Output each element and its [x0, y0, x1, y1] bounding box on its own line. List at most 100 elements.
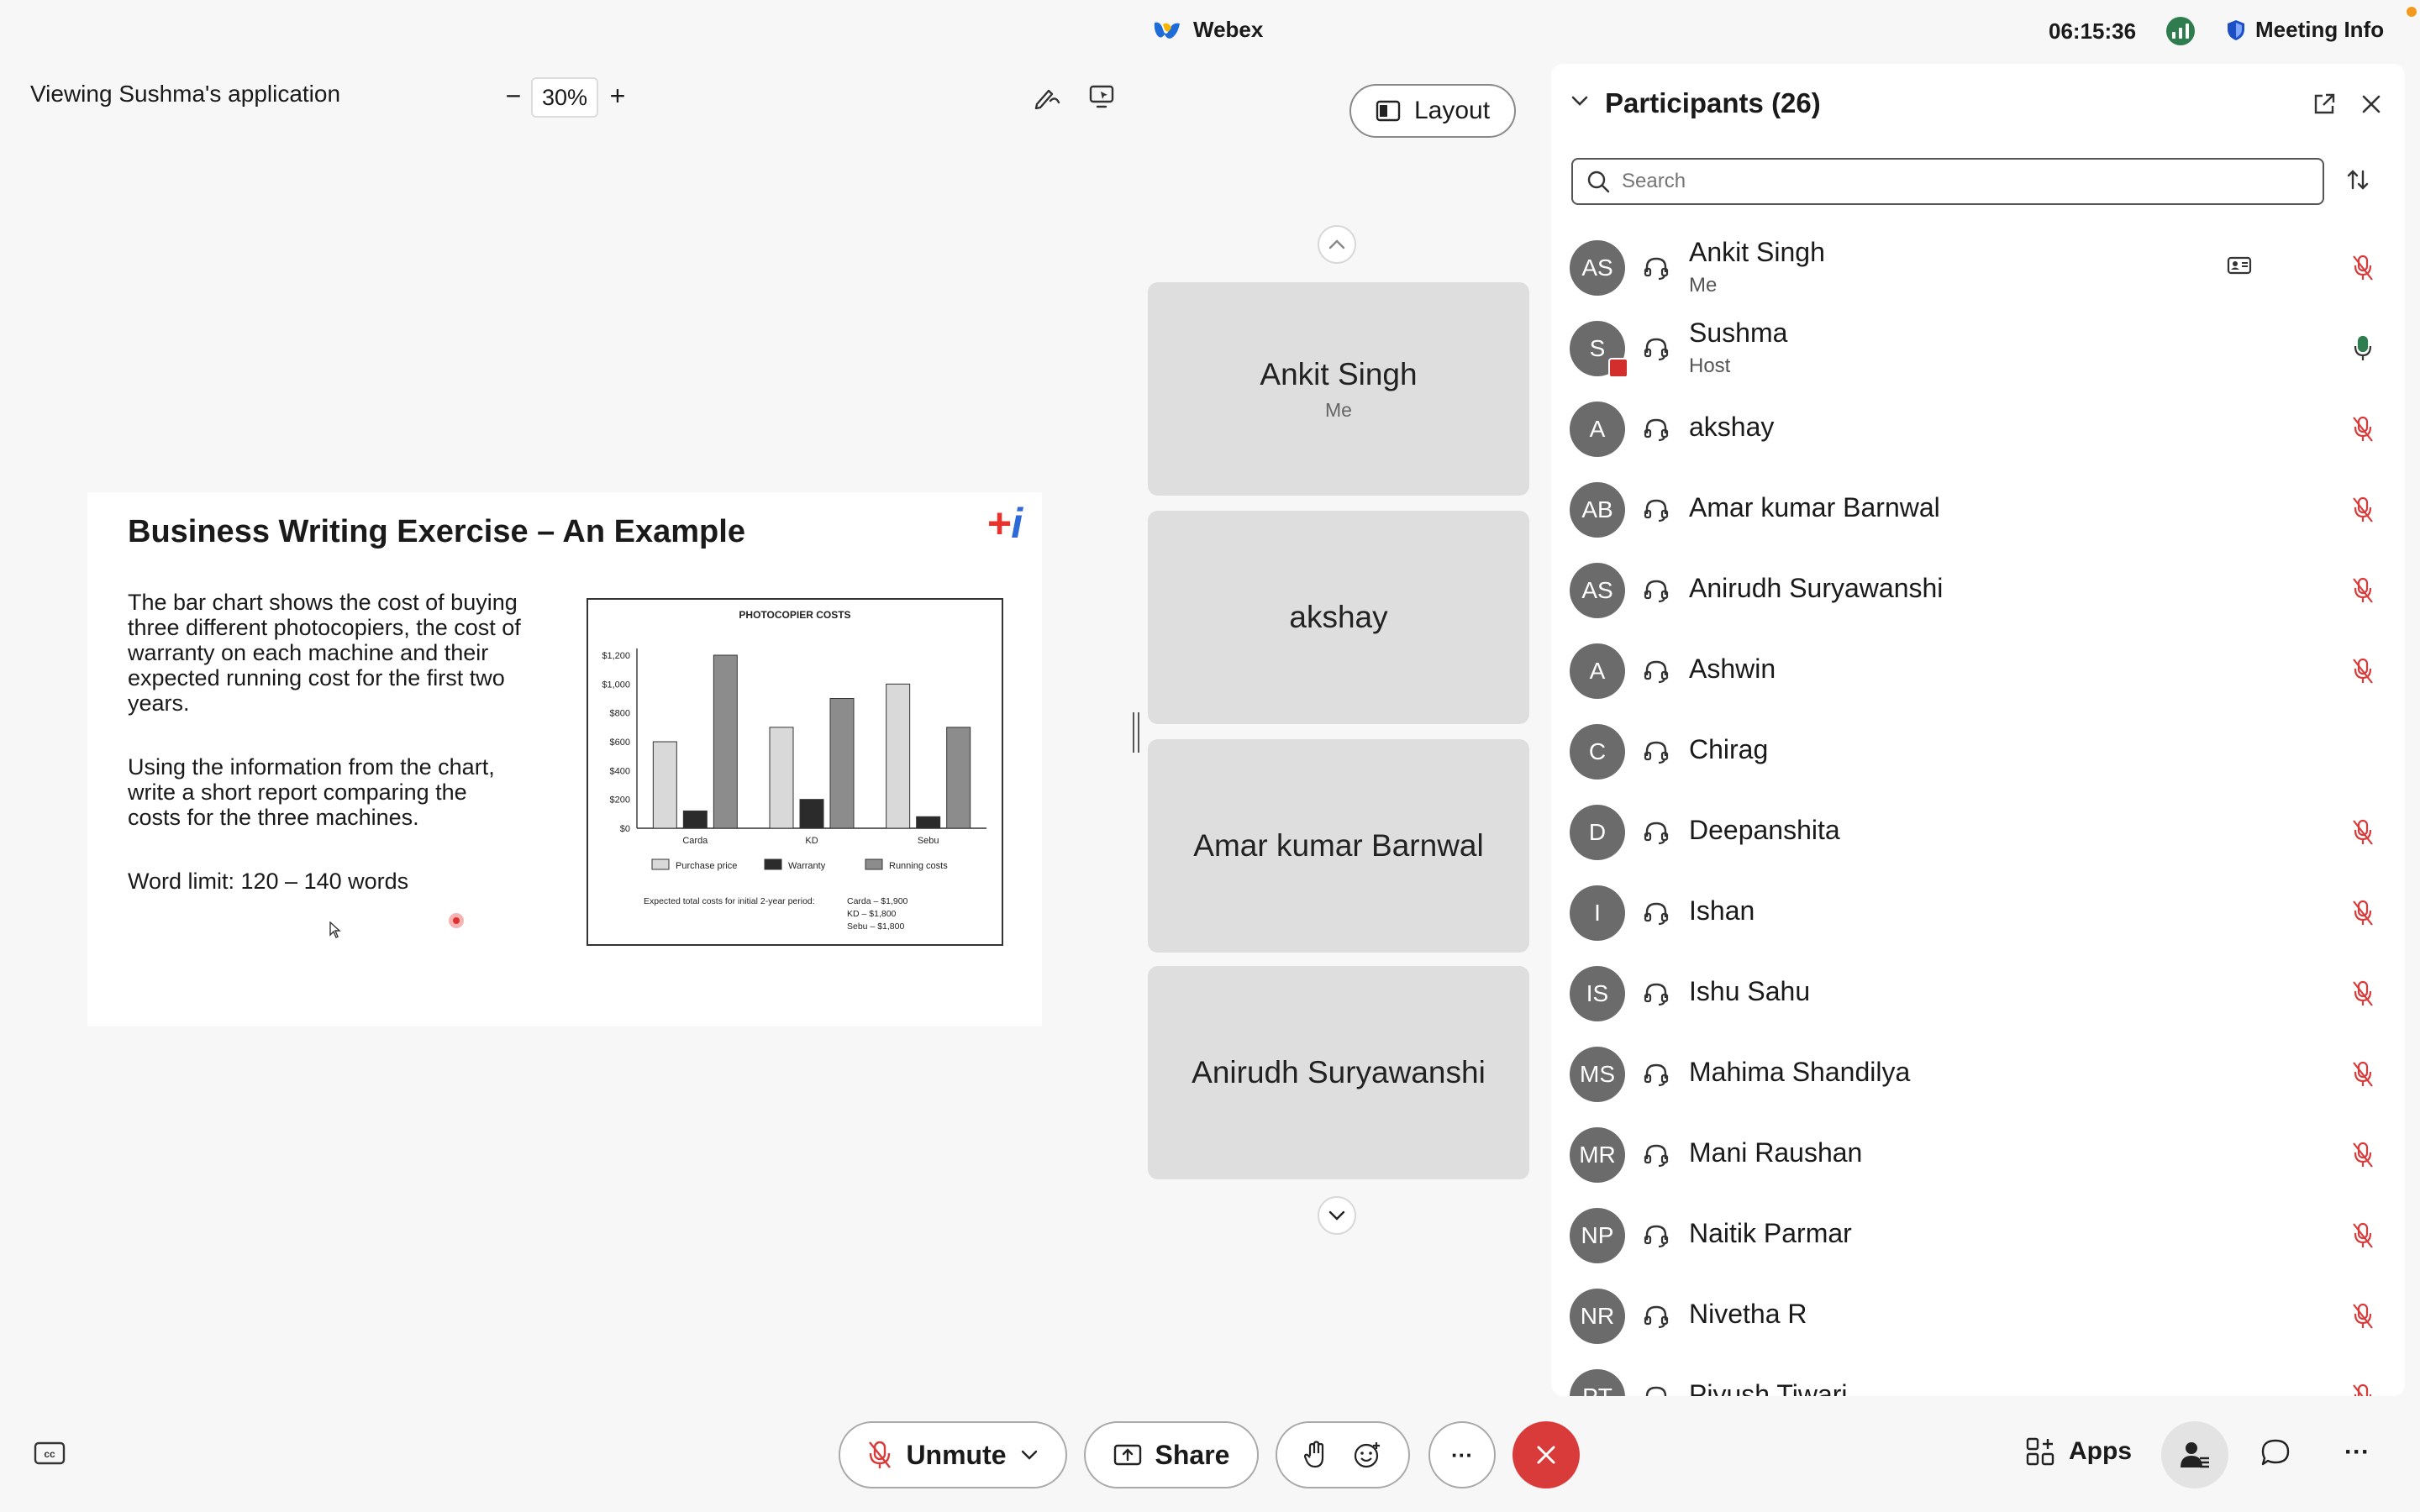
video-tile[interactable]: Ankit Singh Me — [1148, 282, 1529, 496]
layout-label: Layout — [1413, 97, 1491, 124]
apps-button[interactable]: Apps — [2025, 1436, 2132, 1467]
shared-content: Business Writing Exercise – An Example +… — [87, 492, 1042, 1026]
avatar: A — [1570, 643, 1625, 699]
meeting-info-label: Meeting Info — [2255, 17, 2385, 42]
participant-name: Ashwin — [1689, 654, 1776, 684]
chevron-down-icon[interactable] — [1020, 1449, 1039, 1461]
webex-logo-icon — [1153, 19, 1181, 41]
muted-mic-icon[interactable] — [2351, 1383, 2375, 1396]
search-box[interactable] — [1571, 158, 2324, 205]
participant-row[interactable]: AB Amar kumar Barnwal — [1551, 470, 2405, 551]
video-tile[interactable]: Amar kumar Barnwal — [1148, 739, 1529, 953]
participant-name: Mani Raushan — [1689, 1137, 1863, 1168]
bar-1-0 — [769, 727, 794, 829]
muted-mic-icon[interactable] — [2351, 576, 2375, 605]
closed-captions-icon[interactable]: cc — [34, 1441, 66, 1467]
annotate-pen-icon[interactable] — [1034, 84, 1062, 109]
active-mic-icon[interactable] — [2351, 334, 2375, 363]
meeting-info-button[interactable]: Meeting Info — [2227, 17, 2384, 43]
participant-row[interactable]: AS Anirudh Suryawanshi — [1551, 551, 2405, 632]
chart-canvas: PHOTOCOPIER COSTS $0 $200 $400 $600 $800 $1,00… — [602, 609, 986, 932]
reactions-icon[interactable] — [1353, 1441, 1381, 1469]
muted-mic-icon[interactable] — [2351, 1141, 2375, 1169]
headset-audio-icon — [1642, 1060, 1670, 1089]
logo-letter: i — [1011, 500, 1023, 547]
headset-audio-icon — [1642, 496, 1670, 524]
pop-out-icon[interactable] — [2312, 92, 2336, 116]
y-tick-label: $600 — [610, 738, 630, 748]
sort-icon[interactable] — [2344, 166, 2371, 193]
participant-row[interactable]: I Ishan — [1551, 874, 2405, 954]
zoom-level-field[interactable]: 30% — [531, 77, 598, 118]
headset-audio-icon — [1642, 576, 1670, 605]
avatar: I — [1570, 885, 1625, 941]
bar-0-2 — [713, 654, 738, 829]
muted-mic-icon[interactable] — [2351, 1221, 2375, 1250]
bar-2-1 — [916, 816, 941, 829]
muted-mic-icon[interactable] — [2351, 657, 2375, 685]
search-input[interactable] — [1622, 170, 2311, 193]
video-tile[interactable]: akshay — [1148, 511, 1529, 724]
participant-row[interactable]: AS Ankit Singh Me — [1551, 228, 2405, 309]
headset-audio-icon — [1642, 979, 1670, 1008]
raise-hand-icon[interactable] — [1304, 1441, 1328, 1469]
muted-mic-icon[interactable] — [2351, 254, 2375, 282]
share-button[interactable]: Share — [1084, 1421, 1259, 1488]
slide-paragraph: The bar chart shows the cost of buying t… — [128, 590, 521, 716]
search-icon — [1586, 170, 1610, 193]
unmute-button[interactable]: Unmute — [839, 1421, 1067, 1488]
muted-mic-icon[interactable] — [2351, 1302, 2375, 1331]
more-options-button[interactable]: ··· — [1428, 1421, 1496, 1488]
participant-name: akshay — [1689, 412, 1775, 442]
participant-row[interactable]: S Sushma Host — [1551, 309, 2405, 390]
muted-mic-icon[interactable] — [2351, 1060, 2375, 1089]
muted-mic-icon[interactable] — [2351, 415, 2375, 444]
id-card-icon[interactable] — [2227, 255, 2252, 276]
participant-row[interactable]: PT Piyush Tiwari — [1551, 1357, 2405, 1396]
chart-title: PHOTOCOPIER COSTS — [739, 609, 850, 621]
participant-row[interactable]: MR Mani Raushan — [1551, 1116, 2405, 1196]
slide-logo: +i — [986, 499, 1023, 548]
title-bar: Webex 06:15:36 Meeting Info — [0, 0, 2420, 64]
tiles-scroll-up-button[interactable] — [1318, 225, 1356, 264]
bar-1-1 — [799, 799, 824, 829]
request-control-icon[interactable] — [1089, 84, 1116, 109]
participant-row[interactable]: A Ashwin — [1551, 632, 2405, 712]
panel-header: Participants (26) — [1551, 64, 2405, 144]
video-tile[interactable]: Anirudh Suryawanshi — [1148, 966, 1529, 1179]
layout-button[interactable]: Layout — [1349, 84, 1516, 138]
participant-row[interactable]: NP Naitik Parmar — [1551, 1196, 2405, 1277]
chevron-down-icon[interactable] — [1570, 94, 1590, 108]
participant-row[interactable]: MS Mahima Shandilya — [1551, 1035, 2405, 1116]
y-tick-label: $1,200 — [602, 651, 630, 661]
participant-name: Chirag — [1689, 734, 1769, 764]
close-icon[interactable] — [2360, 92, 2383, 116]
legend-label: Warranty — [788, 861, 826, 871]
participant-row[interactable]: NR Nivetha R — [1551, 1277, 2405, 1357]
participant-row[interactable]: C Chirag — [1551, 712, 2405, 793]
muted-mic-icon[interactable] — [2351, 979, 2375, 1008]
chat-icon[interactable] — [2260, 1438, 2291, 1467]
participant-row[interactable]: IS Ishu Sahu — [1551, 954, 2405, 1035]
avatar: IS — [1570, 966, 1625, 1021]
avatar: AS — [1570, 240, 1625, 296]
network-signal-icon[interactable] — [2166, 17, 2195, 45]
viewing-share-label: Viewing Sushma's application — [30, 81, 341, 107]
muted-mic-icon[interactable] — [2351, 899, 2375, 927]
zoom-in-button[interactable]: + — [609, 81, 626, 111]
tiles-scroll-down-button[interactable] — [1318, 1196, 1356, 1235]
bar-2-0 — [886, 683, 911, 829]
apps-label: Apps — [2069, 1437, 2132, 1465]
participant-name: Naitik Parmar — [1689, 1218, 1852, 1248]
tile-subtitle: Me — [1325, 398, 1352, 421]
participants-button[interactable] — [2161, 1421, 2228, 1488]
panel-splitter[interactable] — [1133, 712, 1139, 753]
muted-mic-icon[interactable] — [2351, 818, 2375, 847]
tile-name: Amar kumar Barnwal — [1193, 828, 1484, 863]
leave-meeting-button[interactable] — [1512, 1421, 1580, 1488]
more-right-button[interactable]: ··· — [2344, 1438, 2370, 1466]
participant-row[interactable]: D Deepanshita — [1551, 793, 2405, 874]
muted-mic-icon[interactable] — [2351, 496, 2375, 524]
zoom-out-button[interactable]: − — [505, 81, 522, 111]
